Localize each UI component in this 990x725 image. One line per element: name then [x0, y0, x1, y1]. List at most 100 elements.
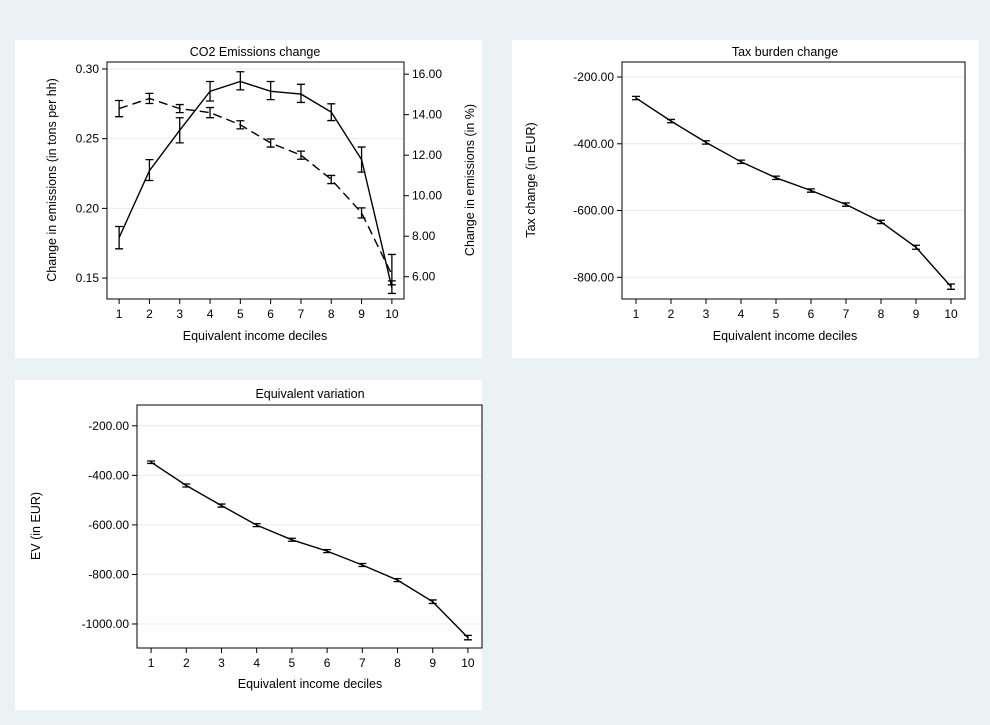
- tax-series-1-error-bar: [842, 202, 850, 207]
- ev-series-1-error-bar: [252, 523, 261, 528]
- co2-series-1-error-bar: [175, 117, 184, 144]
- tax-x-tick-label: 5: [773, 307, 780, 321]
- ev-x-tick-label: 1: [148, 656, 155, 670]
- tax-y-tick-label: -800.00: [573, 270, 614, 284]
- tax-marks: [632, 95, 955, 290]
- tax-series-1-error-bar: [772, 175, 780, 181]
- co2-y-axis-title: Change in emissions (in tons per hh): [45, 78, 59, 282]
- co2-series-1-error-bar: [236, 71, 245, 91]
- ev-x-tick-label: 7: [359, 656, 366, 670]
- co2-chart-title: CO2 Emissions change: [190, 45, 321, 59]
- co2-right-y-tick-label: 16.00: [412, 67, 442, 81]
- ev-series-1-error-bar: [217, 503, 226, 508]
- co2-y-tick-label: 0.15: [76, 271, 100, 285]
- tax-y-tick-label: -600.00: [573, 204, 614, 218]
- co2-gridlines: [107, 68, 404, 279]
- ev-x-tick-label: 3: [218, 656, 225, 670]
- panel-tax: Tax burden change Equivalent income deci…: [512, 40, 979, 358]
- tax-x-tick-label: 4: [738, 307, 745, 321]
- tax-gridlines: [622, 76, 965, 278]
- co2-axes: 0.15 0.20 0.25 0.30 6.00 8.00 10.00 12.00 14.00 1…: [76, 62, 443, 321]
- co2-y-tick-label: 0.30: [76, 62, 100, 76]
- co2-x-tick-label: 9: [358, 307, 365, 321]
- ev-x-tick-label: 10: [461, 656, 475, 670]
- tax-x-tick-label: 8: [878, 307, 885, 321]
- tax-series-1-error-bar: [632, 95, 640, 101]
- tax-series-1-error-bar: [947, 283, 955, 290]
- tax-x-axis-title: Equivalent income deciles: [713, 329, 858, 343]
- co2-series-2-line: [118, 97, 393, 276]
- tax-chart-title: Tax burden change: [732, 45, 838, 59]
- ev-series-1-error-bar: [463, 634, 472, 641]
- ev-x-tick-label: 2: [183, 656, 190, 670]
- co2-plot-frame: [106, 61, 405, 300]
- ev-series-1-error-bar: [323, 549, 332, 554]
- ev-y-tick-label: -600.00: [88, 518, 129, 532]
- co2-x-tick-label: 3: [176, 307, 183, 321]
- co2-right-y-tick-label: 6.00: [412, 270, 436, 284]
- co2-right-y-tick-label: 12.00: [412, 148, 442, 162]
- tax-axes: -800.00 -600.00 -400.00 -200.00 1 2 3 4 5 6 7 8 9 10: [573, 70, 958, 321]
- co2-x-tick-label: 6: [267, 307, 274, 321]
- ev-series-1-error-bar: [358, 562, 367, 568]
- ev-axes: -1000.00 -800.00 -600.00 -400.00 -200.00 1 2 3 4…: [82, 419, 475, 670]
- co2-x-axis-title: Equivalent income deciles: [183, 329, 328, 343]
- co2-x-tick-label: 5: [237, 307, 244, 321]
- co2-right-y-tick-label: 10.00: [412, 189, 442, 203]
- co2-series-1-line: [118, 80, 393, 288]
- co2-series-1-error-bar: [357, 146, 366, 173]
- ev-x-axis-title: Equivalent income deciles: [238, 677, 383, 691]
- co2-series-2-error-bar: [236, 120, 245, 130]
- co2-series-1-error-bar: [206, 80, 215, 102]
- panel-ev: Equivalent variation Equivalent income d…: [15, 380, 483, 710]
- co2-series-1-error-bar: [115, 225, 124, 250]
- tax-x-tick-label: 9: [913, 307, 920, 321]
- co2-x-tick-label: 10: [385, 307, 399, 321]
- ev-marks: [147, 460, 472, 641]
- ev-series-1-error-bar: [393, 577, 402, 583]
- ev-y-tick-label: -1000.00: [82, 617, 130, 631]
- co2-right-y-tick-label: 14.00: [412, 108, 442, 122]
- ev-plot-frame: [136, 404, 483, 649]
- panel-tax-background: [512, 40, 979, 358]
- tax-x-tick-label: 6: [808, 307, 815, 321]
- co2-series-2-error-bar: [327, 174, 336, 185]
- ev-series-1-error-bar: [147, 460, 156, 465]
- tax-y-axis-title: Tax change (in EUR): [524, 122, 538, 237]
- ev-x-tick-label: 9: [429, 656, 436, 670]
- ev-y-tick-label: -800.00: [88, 567, 129, 581]
- co2-series-1-error-bar: [145, 158, 154, 182]
- tax-x-tick-label: 2: [668, 307, 675, 321]
- ev-y-tick-label: -400.00: [88, 468, 129, 482]
- co2-y-tick-label: 0.20: [76, 201, 100, 215]
- co2-x-tick-label: 4: [207, 307, 214, 321]
- tax-x-tick-label: 3: [703, 307, 710, 321]
- tax-y-tick-label: -400.00: [573, 137, 614, 151]
- co2-marks: [115, 71, 396, 295]
- tax-series-1-error-bar: [667, 118, 675, 124]
- co2-x-tick-label: 2: [146, 307, 153, 321]
- tax-series-1-error-bar: [737, 159, 745, 165]
- panel-ev-background: [15, 380, 482, 710]
- co2-x-tick-label: 1: [116, 307, 123, 321]
- ev-chart-title: Equivalent variation: [255, 387, 364, 401]
- tax-plot-frame: [621, 61, 966, 300]
- co2-series-2-error-bar: [206, 106, 215, 119]
- co2-series-2-error-bar: [175, 103, 184, 114]
- co2-x-tick-label: 7: [298, 307, 305, 321]
- tax-series-1-error-bar: [702, 140, 710, 145]
- tax-x-tick-label: 10: [944, 307, 958, 321]
- tax-series-1-error-bar: [912, 244, 920, 250]
- co2-series-1-error-bar: [266, 80, 275, 101]
- tax-x-tick-label: 1: [633, 307, 640, 321]
- ev-gridlines: [137, 425, 482, 625]
- co2-x-tick-label: 8: [328, 307, 335, 321]
- panel-co2: CO2 Emissions change Equivalent income d…: [15, 40, 482, 358]
- tax-series-1-error-bar: [877, 219, 885, 225]
- ev-x-tick-label: 6: [324, 656, 331, 670]
- co2-right-y-axis-title: Change in emissions (in %): [463, 104, 477, 256]
- ev-y-axis-title: EV (in EUR): [29, 492, 43, 560]
- tax-series-1-error-bar: [807, 188, 815, 193]
- ev-x-tick-label: 8: [394, 656, 401, 670]
